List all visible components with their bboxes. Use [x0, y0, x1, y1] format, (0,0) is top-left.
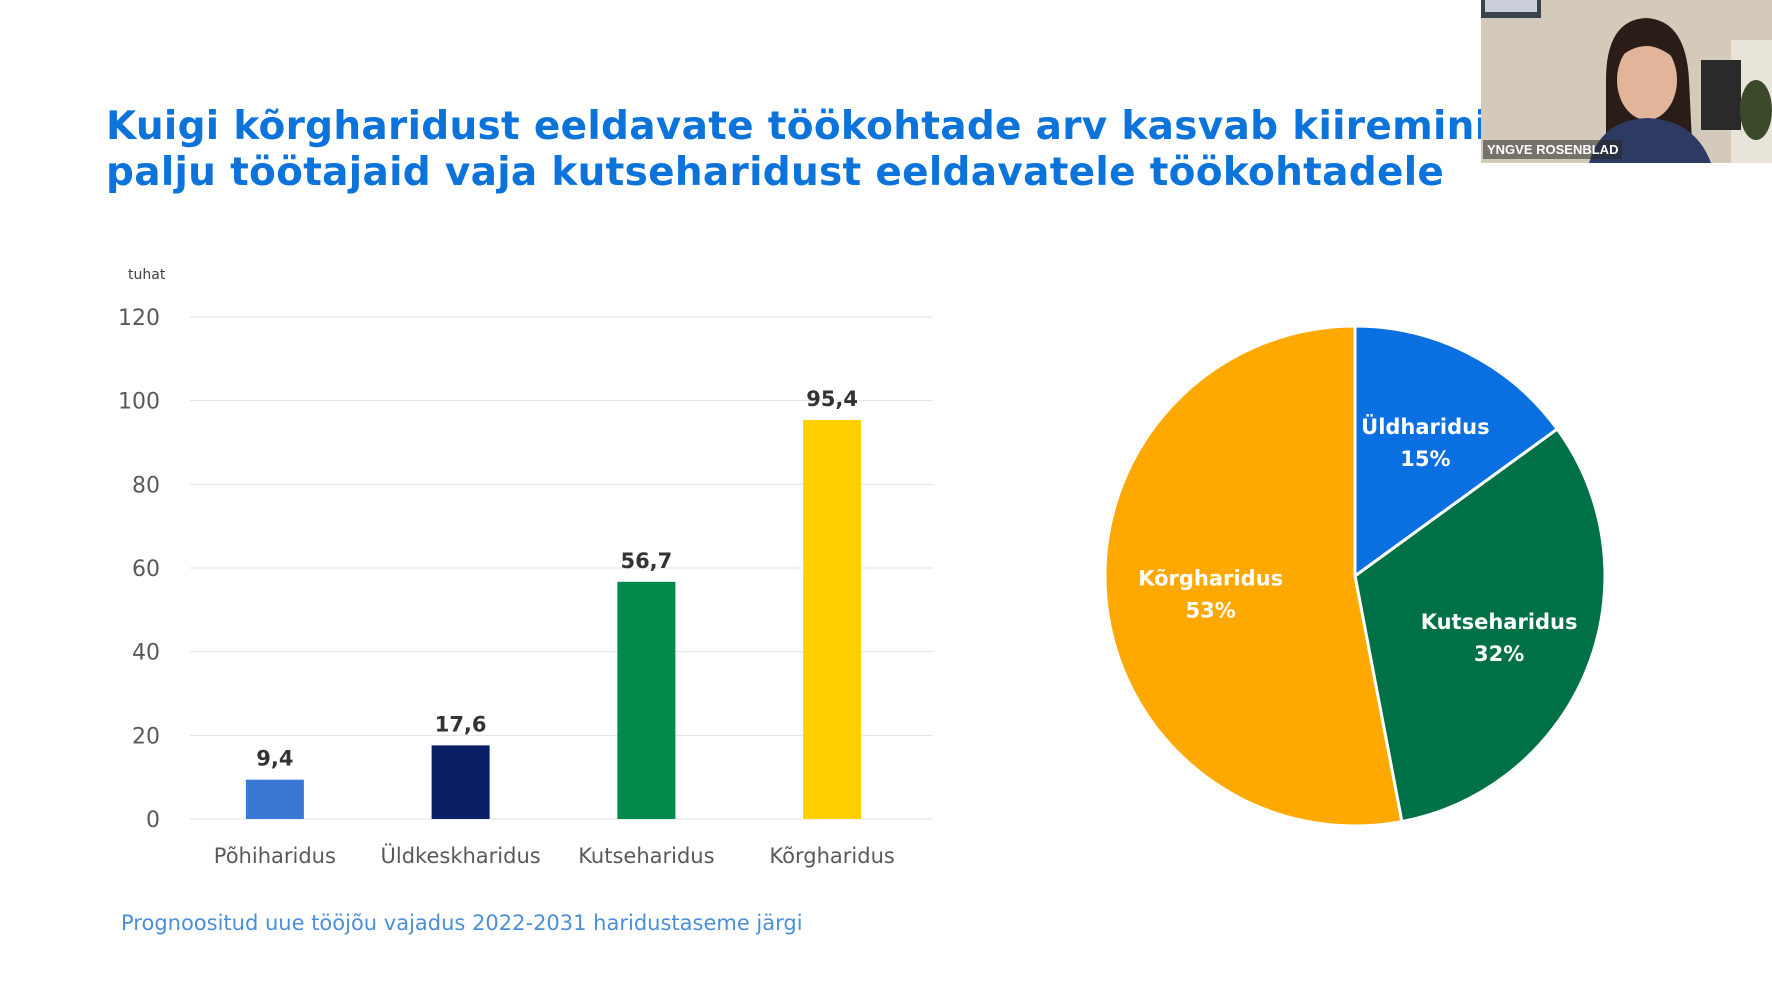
- y-tick-label-120: 120: [118, 306, 160, 331]
- pie-slice-1: [1353, 427, 1607, 824]
- y-tick-label-20: 20: [132, 724, 160, 749]
- bar-3: [803, 419, 862, 819]
- pie-percent-label-1: 32%: [1474, 642, 1524, 666]
- participant-name-label: YNGVE ROSENBLAD: [1483, 140, 1623, 159]
- pie-percent-label-0: 15%: [1400, 447, 1450, 471]
- pie-chart: Üldharidus 15% Kutseharidus 32% Kõrgharidus 5…: [1103, 324, 1607, 828]
- y-axis-unit-label: tuhat: [128, 267, 166, 283]
- slide-title-line-1: Kuigi kõrgharidust eeldavate töökohtade …: [106, 104, 1541, 149]
- y-tick-label-80: 80: [132, 473, 160, 498]
- x-tick-label-1: Üldkeskharidus: [381, 843, 541, 868]
- pie-slice-2: [1103, 324, 1404, 828]
- bar-1: [431, 745, 490, 819]
- x-tick-label-2: Kutseharidus: [578, 844, 714, 868]
- y-tick-label-100: 100: [118, 390, 160, 415]
- pie-label-0: Üldharidus: [1361, 414, 1489, 439]
- x-tick-label-3: Kõrgharidus: [769, 844, 894, 868]
- data-label-3: 95,4: [806, 387, 858, 411]
- bar-0: [245, 779, 304, 819]
- data-label-0: 9,4: [256, 747, 293, 771]
- pie-label-1: Kutseharidus: [1421, 610, 1578, 634]
- bar-chart: tuhat 0 20 40 60 80 100 120 9,4 Põhiharidus 17,6 Ül…: [118, 267, 933, 868]
- data-label-2: 56,7: [620, 549, 672, 573]
- chart-caption: Prognoositud uue tööjõu vajadus 2022-203…: [121, 911, 803, 935]
- pie-label-2: Kõrgharidus: [1138, 567, 1283, 591]
- pie-slice-0: [1353, 324, 1559, 578]
- bar-2: [617, 581, 676, 819]
- slide-title: Kuigi kõrgharidust eeldavate töökohtade …: [106, 104, 1666, 196]
- y-tick-label-0: 0: [146, 808, 160, 833]
- y-tick-label-40: 40: [132, 641, 160, 666]
- slide-title-line-2: palju töötajaid vaja kutseharidust eelda…: [106, 150, 1445, 195]
- pie-percent-label-2: 53%: [1186, 599, 1236, 623]
- x-tick-label-0: Põhiharidus: [214, 844, 336, 868]
- data-label-1: 17,6: [435, 712, 487, 736]
- webcam-video-tile[interactable]: YNGVE ROSENBLAD: [1481, 0, 1772, 163]
- webcam-person-image: [1481, 0, 1772, 163]
- y-tick-label-60: 60: [132, 557, 160, 582]
